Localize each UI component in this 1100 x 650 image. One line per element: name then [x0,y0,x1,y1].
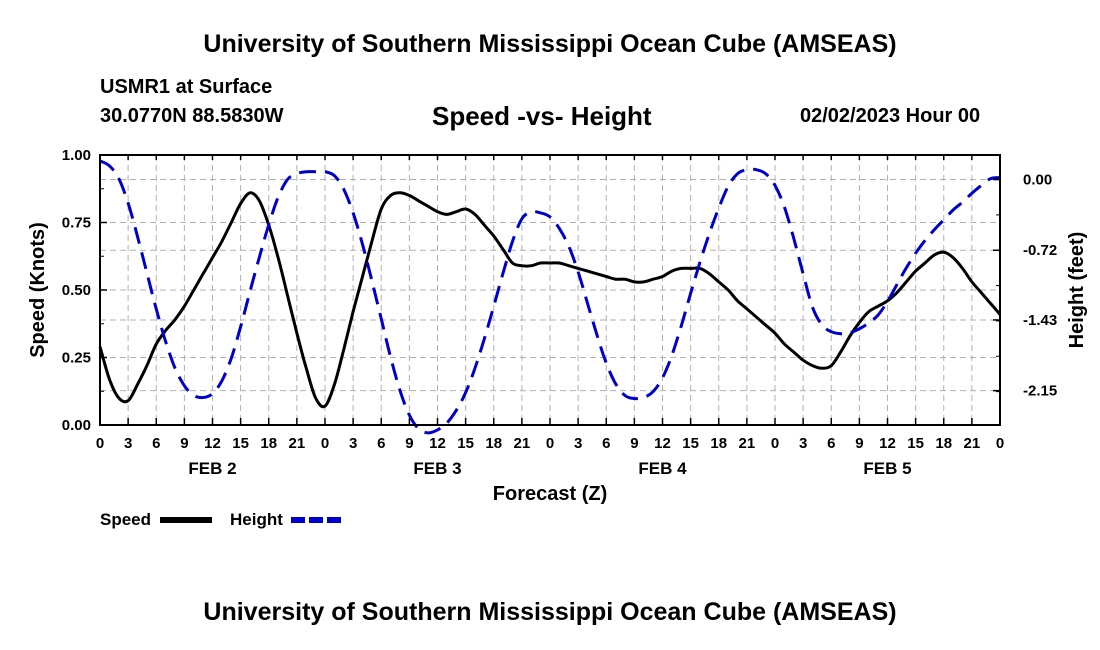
axes: 0 3 6 9 12 15 18 21 0 3 6 9 12 15 18 21 0 3 6 9 12 15 18 21 0 3 6 9… [62,147,1057,478]
x-tick-label: 6 [152,435,160,452]
y-tick-label: 0.75 [62,215,91,232]
legend-label-speed: Speed [100,510,151,529]
y-tick-label: 0.50 [62,282,91,299]
x-tick-label: 9 [855,435,863,452]
x-tick-label: 0 [996,435,1004,452]
x-tick-label: 21 [514,435,531,452]
day-label: FEB 3 [413,459,461,478]
chart-title: University of Southern Mississippi Ocean… [203,30,897,58]
x-tick-label: 15 [682,435,699,452]
x-axis-label: Forecast (Z) [493,483,607,505]
y2-tick-label: -1.43 [1023,312,1057,329]
forecast-datetime: 02/02/2023 Hour 00 [800,105,981,127]
x-tick-label: 3 [124,435,132,452]
series-height-line [99,159,1001,435]
legend-label-height: Height [230,510,283,529]
x-tick-label: 15 [232,435,249,452]
y2-tick-label: 0.00 [1023,172,1052,189]
day-label: FEB 4 [638,459,687,478]
x-tick-label: 6 [602,435,610,452]
x-tick-label: 12 [429,435,446,452]
x-tick-label: 9 [180,435,188,452]
y-tick-label: 0.00 [62,417,91,434]
x-tick-label: 15 [457,435,474,452]
y-tick-label: 1.00 [62,147,91,164]
x-tick-label: 9 [630,435,638,452]
legend: Speed Height [100,510,343,529]
x-tick-label: 3 [799,435,807,452]
x-tick-label: 15 [907,435,924,452]
station-label: USMR1 at Surface [100,76,273,98]
x-tick-label: 0 [96,435,104,452]
x-tick-label: 18 [260,435,277,452]
day-label: FEB 2 [188,459,236,478]
x-tick-label: 18 [710,435,727,452]
y2-tick-label: -0.72 [1023,242,1057,259]
x-tick-label: 6 [827,435,835,452]
series-layer [98,159,1002,435]
series-speed-line [98,191,1002,409]
station-coordinates: 30.0770N 88.5830W [100,105,284,127]
x-tick-label: 3 [349,435,357,452]
chart-subtitle: Speed -vs- Height [432,101,652,131]
x-tick-label: 12 [654,435,671,452]
y2-tick-label: -2.15 [1023,383,1057,400]
y-axis-label: Speed (Knots) [27,222,49,358]
day-label: FEB 5 [863,459,911,478]
x-tick-label: 0 [546,435,554,452]
x-tick-label: 21 [739,435,756,452]
footer-title: University of Southern Mississippi Ocean… [203,598,897,626]
grid [100,155,1000,425]
x-tick-label: 18 [485,435,502,452]
x-tick-label: 0 [771,435,779,452]
x-tick-label: 21 [289,435,306,452]
x-tick-label: 12 [204,435,221,452]
y-tick-label: 0.25 [62,350,91,367]
x-tick-label: 9 [405,435,413,452]
x-tick-label: 18 [935,435,952,452]
x-tick-label: 21 [964,435,981,452]
x-tick-label: 0 [321,435,329,452]
x-tick-label: 3 [574,435,582,452]
x-tick-label: 12 [879,435,896,452]
y2-axis-label: Height (feet) [1066,232,1088,349]
x-tick-label: 6 [377,435,385,452]
